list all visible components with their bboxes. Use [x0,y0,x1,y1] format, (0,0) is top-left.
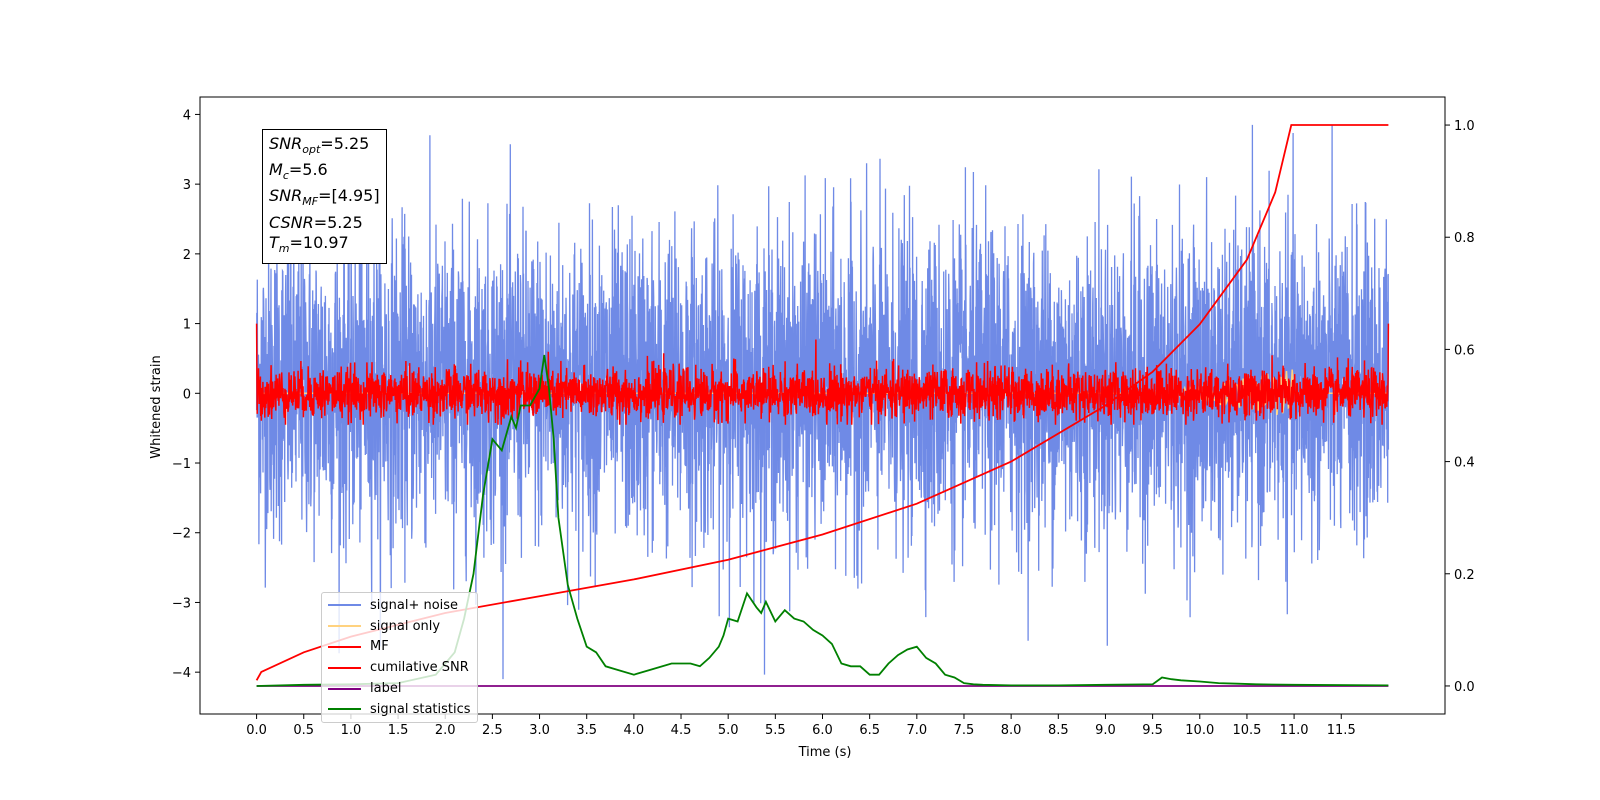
x-tick-label: 4.0 [624,723,645,738]
x-tick-label: 6.0 [812,723,833,738]
snr-opt-line: SNRopt=5.25 [269,134,370,157]
x-tick-label: 0.0 [246,723,267,738]
series-signal-statistics-line [256,354,1389,687]
y-right-tick-label: 0.8 [1454,231,1475,246]
x-tick-label: 2.5 [482,723,503,738]
y-axis-label: Whitened strain [149,355,164,458]
y-tick-label: −1 [172,457,191,472]
series-signal-noise-line [255,124,1390,680]
y-tick-label: −2 [172,527,191,542]
y-right-tick-label: 0.2 [1454,568,1475,583]
x-tick-label: 1.0 [341,723,362,738]
y-tick-label: 1 [183,318,191,333]
legend-label: label [370,681,402,697]
x-tick-label: 7.5 [954,723,975,738]
x-tick-label: 8.0 [1001,723,1022,738]
legend-item: signal only [328,616,471,637]
x-tick-label: 7.0 [906,723,927,738]
legend-item: cumilative SNR [328,657,471,678]
stats-annotation-box: SNRopt=5.25 Mc=5.6 SNRMF=[4.95] CSNR=5.2… [262,129,387,264]
y-tick-label: 3 [183,178,191,193]
csnr-line: CSNR=5.25 [269,212,363,232]
x-tick-label: 9.0 [1095,723,1116,738]
legend-item: signal+ noise [328,595,471,616]
mc-line: Mc=5.6 [269,160,328,183]
x-tick-label: 2.0 [435,723,456,738]
legend-label: signal+ noise [370,597,459,613]
x-tick-label: 4.5 [671,723,692,738]
legend-swatch [328,687,361,690]
legend-item: signal statistics [328,699,471,720]
legend-label: cumilative SNR [370,660,469,676]
legend: signal+ noise signal only MF cumilative … [321,592,478,723]
series-mf-line [255,323,1390,425]
y-right-tick-label: 0.4 [1454,456,1475,471]
x-tick-label: 5.0 [718,723,739,738]
legend-swatch [328,666,361,669]
snr-mf-line: SNRMF=[4.95] [269,186,380,209]
x-tick-label: 3.5 [576,723,597,738]
x-tick-label: 11.5 [1327,723,1356,738]
y-tick-label: 0 [183,387,191,402]
x-tick-label: 1.5 [388,723,409,738]
x-tick-label: 11.0 [1280,723,1309,738]
legend-item: MF [328,637,471,658]
legend-swatch [328,645,361,648]
legend-item: label [328,678,471,699]
legend-swatch [328,708,361,711]
x-axis-label: Time (s) [798,745,852,760]
x-tick-label: 9.5 [1142,723,1163,738]
legend-swatch [328,604,361,607]
y-tick-label: 2 [183,248,191,263]
y-right-tick-label: 0.0 [1454,680,1475,695]
legend-swatch [328,625,361,628]
y-tick-label: 4 [183,108,191,123]
y-right-tick-label: 0.6 [1454,343,1475,358]
axes: 0.0 0.5 1.0 1.5 2.0 2.5 3.0 3.5 4.0 4.5 5.0 5.5 6.0 6… [172,96,1475,738]
legend-label: MF [370,639,389,655]
y-right-tick-label: 1.0 [1454,119,1475,134]
x-tick-label: 6.5 [859,723,880,738]
x-tick-label: 5.5 [765,723,786,738]
y-tick-label: −4 [172,666,191,681]
tm-line: Tm=10.97 [269,232,349,255]
x-tick-label: 0.5 [293,723,314,738]
legend-label: signal only [370,618,441,634]
x-tick-label: 3.0 [529,723,550,738]
x-tick-label: 8.5 [1048,723,1069,738]
x-tick-label: 10.0 [1185,723,1214,738]
x-tick-label: 10.5 [1232,723,1261,738]
legend-label: signal statistics [370,701,471,717]
y-tick-label: −3 [172,596,191,611]
